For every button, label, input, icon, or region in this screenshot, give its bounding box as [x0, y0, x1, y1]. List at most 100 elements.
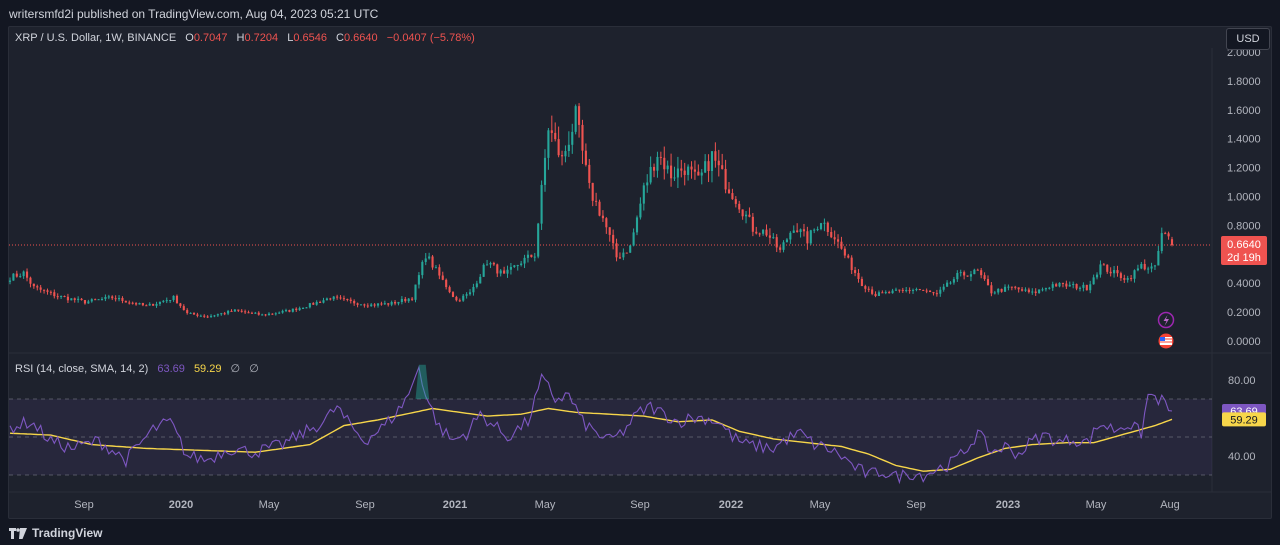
candle: [615, 238, 618, 262]
candle: [1143, 259, 1146, 271]
candle: [329, 297, 332, 301]
candle-body: [107, 296, 110, 298]
candle: [1068, 281, 1071, 287]
candle: [29, 276, 32, 288]
candle-body: [833, 237, 836, 240]
candle: [1140, 261, 1143, 270]
candle: [1164, 231, 1167, 235]
candle-body: [905, 290, 908, 292]
candle-body: [714, 151, 717, 161]
candle-body: [751, 216, 754, 232]
candle: [646, 174, 649, 193]
candle: [888, 290, 891, 294]
candle: [632, 228, 635, 247]
candle: [997, 288, 1000, 295]
candle: [949, 281, 952, 285]
candle-body: [475, 283, 478, 287]
candle-body: [806, 231, 809, 244]
candle-body: [642, 185, 645, 204]
candle-body: [762, 229, 765, 234]
candle-body: [1106, 264, 1109, 272]
candle-body: [911, 289, 915, 291]
candle-body: [145, 305, 148, 307]
candle-body: [479, 276, 482, 284]
candle-body: [424, 258, 427, 262]
candle-body: [359, 304, 363, 306]
candle-body: [884, 292, 887, 294]
candle: [1027, 287, 1030, 294]
candle-body: [301, 307, 305, 309]
candle-body: [560, 155, 564, 157]
candle-body: [963, 272, 966, 276]
candle: [465, 292, 468, 299]
candle: [404, 296, 407, 303]
candle-body: [799, 229, 802, 233]
candle-body: [1038, 289, 1041, 293]
candle: [758, 232, 761, 237]
top-bar: [0, 0, 1280, 26]
candle-body: [635, 217, 639, 233]
candle-body: [860, 278, 863, 287]
candle: [295, 307, 298, 312]
candle-body: [189, 312, 192, 314]
rsi-label[interactable]: RSI (14, close, SMA, 14, 2): [15, 363, 149, 375]
candle: [353, 299, 356, 306]
candle-body: [632, 232, 635, 246]
candle-body: [63, 296, 66, 298]
candle: [554, 122, 557, 142]
candle-body: [567, 144, 570, 152]
symbol-label[interactable]: XRP / U.S. Dollar, 1W, BINANCE: [15, 32, 177, 44]
candle-body: [785, 239, 788, 243]
candle-body: [700, 172, 703, 176]
candle-body: [765, 229, 768, 236]
candle-body: [946, 282, 949, 287]
candle-body: [629, 245, 632, 253]
candle-body: [980, 270, 983, 276]
candle: [39, 284, 42, 293]
candle: [796, 223, 799, 233]
candle-body: [755, 231, 758, 234]
candle-body: [117, 297, 121, 300]
rsi-lines: [9, 364, 1173, 485]
candle-body: [240, 310, 243, 312]
rsi-line: [9, 365, 1173, 485]
candle-body: [697, 171, 700, 176]
candle: [836, 234, 840, 249]
candle: [693, 160, 696, 180]
candle-body: [1058, 282, 1061, 287]
grid: [8, 48, 1272, 493]
candle: [509, 262, 512, 275]
time-tick-label: May: [810, 499, 831, 511]
candle: [854, 266, 857, 277]
candle-body: [325, 298, 328, 301]
candle: [56, 293, 59, 300]
price-tick-label: 0.0000: [1227, 336, 1261, 348]
candle: [370, 303, 373, 307]
candle-body: [80, 298, 83, 301]
candle-body: [894, 289, 898, 291]
price-tick-label: 1.2000: [1227, 163, 1261, 175]
candle-body: [220, 313, 223, 315]
candle-body: [523, 257, 526, 264]
candle-body: [584, 150, 587, 165]
us-flag-icon[interactable]: [1158, 333, 1174, 349]
currency-button[interactable]: USD: [1226, 28, 1270, 50]
candle: [390, 300, 393, 307]
candle-body: [1075, 284, 1078, 289]
candle: [339, 295, 342, 300]
candle: [407, 298, 410, 303]
candle-body: [1099, 264, 1102, 275]
candle-body: [564, 151, 567, 157]
candle-body: [1167, 233, 1170, 237]
candle: [584, 143, 587, 167]
candle-body: [407, 298, 410, 302]
lightning-icon[interactable]: [1157, 311, 1175, 329]
candle-body: [111, 296, 114, 299]
candle: [499, 268, 502, 277]
candle: [397, 301, 400, 306]
price-tick-label: 1.6000: [1227, 105, 1261, 117]
candle: [349, 297, 352, 304]
candle: [922, 289, 925, 291]
tradingview-logo[interactable]: TradingView: [9, 526, 102, 540]
